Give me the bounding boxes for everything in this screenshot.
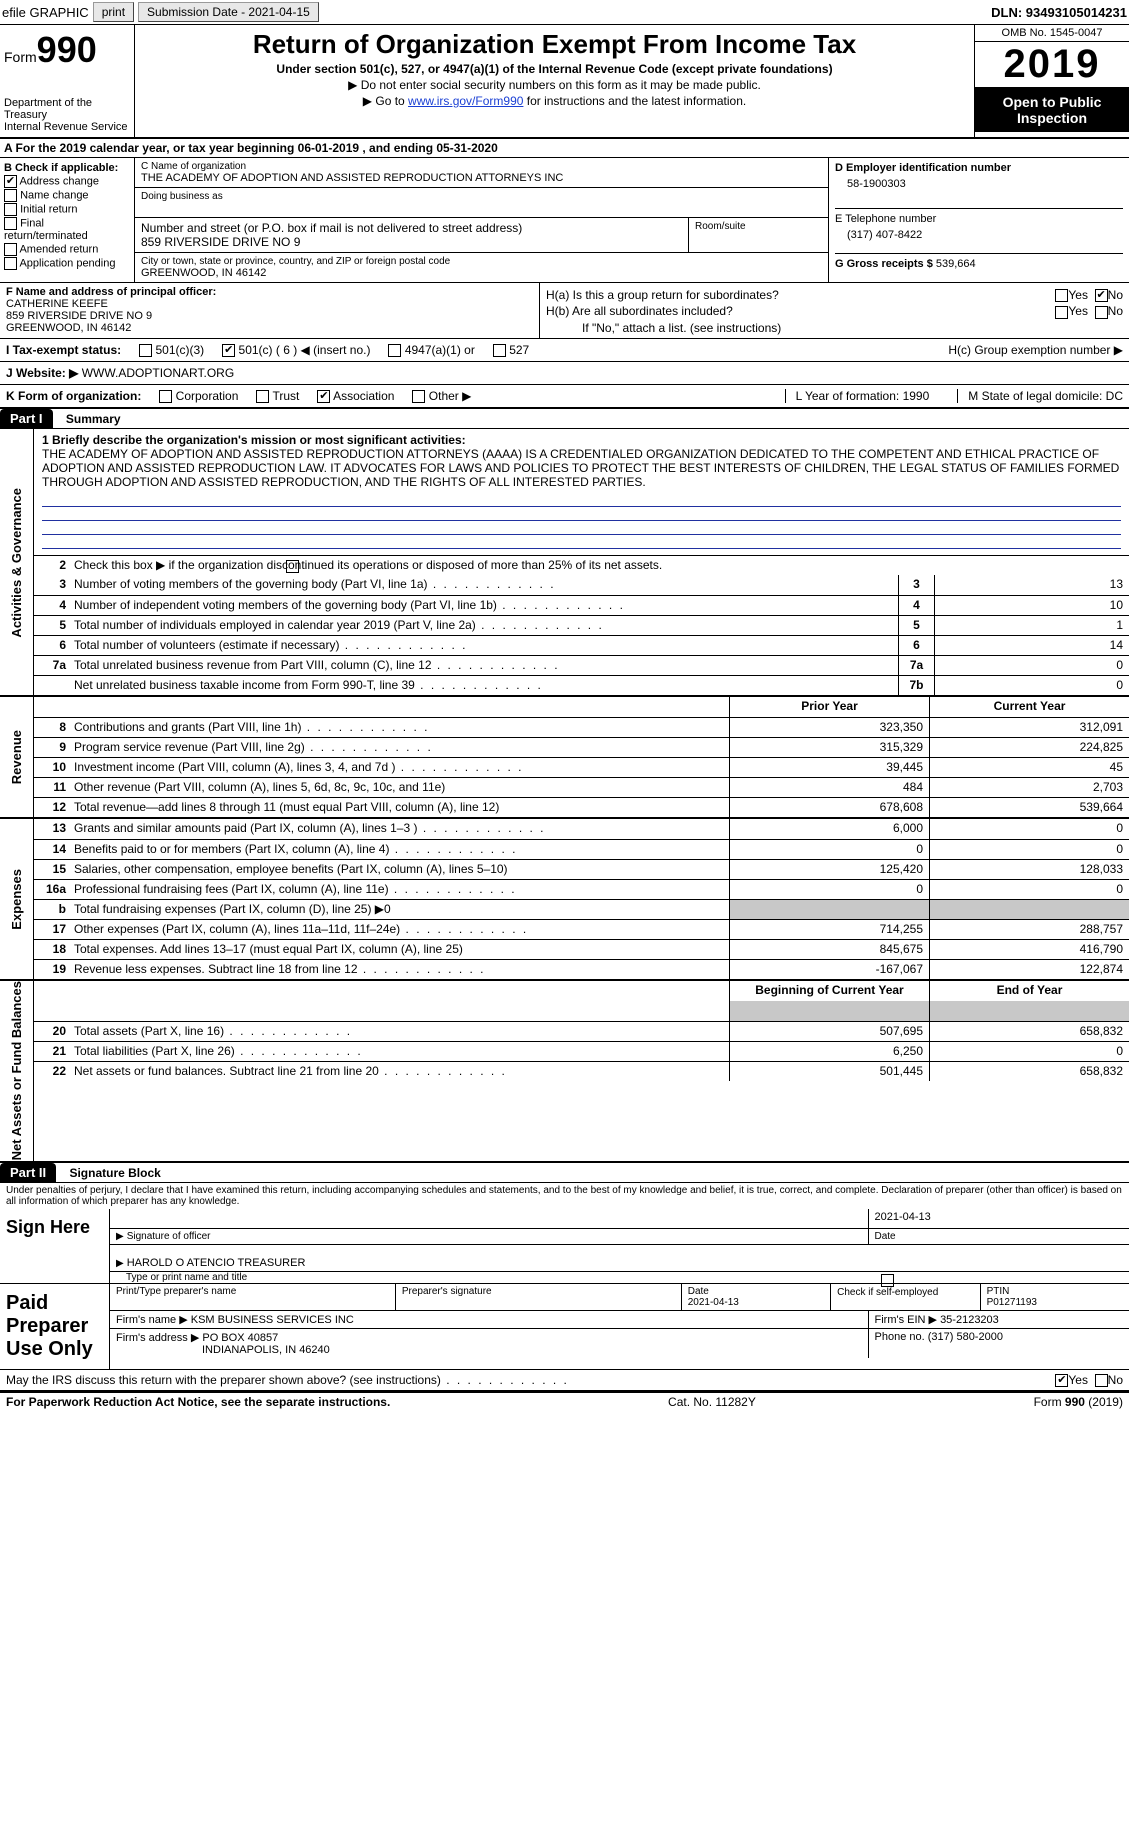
box-h: H(a) Is this a group return for subordin…: [540, 283, 1129, 338]
cat-no: Cat. No. 11282Y: [668, 1395, 756, 1409]
chk-trust[interactable]: [256, 390, 269, 403]
chk-ha-yes[interactable]: [1055, 289, 1068, 302]
chk-discuss-yes[interactable]: [1055, 1374, 1068, 1387]
sign-here-label: Sign Here: [0, 1209, 110, 1283]
firm-addr1: PO BOX 40857: [202, 1332, 278, 1344]
chk-discuss-no[interactable]: [1095, 1374, 1108, 1387]
chk-discontinued[interactable]: [286, 560, 299, 573]
discuss-question: May the IRS discuss this return with the…: [6, 1373, 569, 1387]
p8: 323,350: [729, 718, 929, 737]
v4: 10: [934, 596, 1129, 615]
dln-label: DLN: 93493105014231: [991, 5, 1127, 20]
org-name: THE ACADEMY OF ADOPTION AND ASSISTED REP…: [141, 172, 822, 184]
chk-final[interactable]: [4, 217, 17, 230]
chk-527[interactable]: [493, 344, 506, 357]
box-b: B Check if applicable: Address change Na…: [0, 158, 135, 282]
ein: 58-1900303: [835, 178, 1123, 190]
officer-name-title: HAROLD O ATENCIO TREASURER: [127, 1257, 306, 1269]
v5: 1: [934, 616, 1129, 635]
ssn-note: ▶ Do not enter social security numbers o…: [141, 78, 968, 92]
chk-501c[interactable]: [222, 344, 235, 357]
omb-number: OMB No. 1545-0047: [975, 25, 1129, 42]
form-number: Form990: [4, 29, 130, 71]
chk-hb-yes[interactable]: [1055, 306, 1068, 319]
paperwork-notice: For Paperwork Reduction Act Notice, see …: [6, 1395, 390, 1409]
form-title: Return of Organization Exempt From Incom…: [141, 29, 968, 60]
part-i-header: Part I: [0, 409, 53, 428]
vlabel-governance: Activities & Governance: [0, 429, 34, 695]
vlabel-netassets: Net Assets or Fund Balances: [0, 981, 34, 1160]
chk-app-pending[interactable]: [4, 257, 17, 270]
tax-status-label: I Tax-exempt status:: [6, 343, 121, 357]
row-a-taxyear: A For the 2019 calendar year, or tax yea…: [0, 139, 1129, 158]
paid-preparer-label: Paid Preparer Use Only: [0, 1284, 110, 1369]
form-ref: Form 990 (2019): [1034, 1395, 1123, 1409]
v7b: 0: [934, 676, 1129, 695]
chk-hb-no[interactable]: [1095, 306, 1108, 319]
chk-initial[interactable]: [4, 203, 17, 216]
open-inspection: Open to Public Inspection: [975, 88, 1129, 132]
form-header: Form990 Department of the Treasury Inter…: [0, 25, 1129, 139]
tax-year: 2019: [975, 42, 1129, 88]
submission-date: Submission Date - 2021-04-15: [138, 2, 319, 22]
form-subtitle: Under section 501(c), 527, or 4947(a)(1)…: [141, 62, 968, 76]
chk-other[interactable]: [412, 390, 425, 403]
line-1-label: 1 Briefly describe the organization's mi…: [42, 433, 466, 447]
efile-label: efile GRAPHIC: [2, 5, 89, 20]
gross-receipts: 539,664: [936, 258, 976, 270]
group-exemption: H(c) Group exemption number ▶: [948, 343, 1123, 357]
box-f: F Name and address of principal officer:…: [0, 283, 540, 338]
prep-date: 2021-04-13: [688, 1297, 739, 1308]
chk-4947[interactable]: [388, 344, 401, 357]
v7a: 0: [934, 656, 1129, 675]
mission-text: THE ACADEMY OF ADOPTION AND ASSISTED REP…: [42, 447, 1119, 489]
chk-name-change[interactable]: [4, 189, 17, 202]
box-deg: D Employer identification number 58-1900…: [829, 158, 1129, 282]
box-c: C Name of organization THE ACADEMY OF AD…: [135, 158, 829, 282]
chk-self-emp[interactable]: [881, 1274, 894, 1287]
c8: 312,091: [929, 718, 1129, 737]
vlabel-expenses: Expenses: [0, 819, 34, 979]
org-street: 859 RIVERSIDE DRIVE NO 9: [141, 235, 682, 249]
penalty-statement: Under penalties of perjury, I declare th…: [0, 1183, 1129, 1209]
v3: 13: [934, 575, 1129, 595]
chk-ha-no[interactable]: [1095, 289, 1108, 302]
chk-501c3[interactable]: [139, 344, 152, 357]
chk-assoc[interactable]: [317, 390, 330, 403]
org-city: GREENWOOD, IN 46142: [141, 267, 822, 279]
ptin: P01271193: [987, 1297, 1037, 1308]
part-ii-header: Part II: [0, 1163, 56, 1182]
state-domicile: M State of legal domicile: DC: [957, 389, 1123, 403]
website-note: ▶ Go to www.irs.gov/Form990 for instruct…: [141, 94, 968, 108]
top-bar: efile GRAPHIC print Submission Date - 20…: [0, 0, 1129, 25]
v6: 14: [934, 636, 1129, 655]
vlabel-revenue: Revenue: [0, 697, 34, 817]
sig-date: 2021-04-13: [869, 1209, 1129, 1228]
chk-corp[interactable]: [159, 390, 172, 403]
year-formation: L Year of formation: 1990: [785, 389, 940, 403]
website-url: WWW.ADOPTIONART.ORG: [82, 366, 234, 380]
firm-phone: (317) 580-2000: [928, 1331, 1003, 1343]
officer-name: CATHERINE KEEFE: [6, 298, 533, 310]
dept-treasury: Department of the Treasury Internal Reve…: [4, 97, 130, 133]
print-button[interactable]: print: [93, 2, 134, 22]
firm-ein: 35-2123203: [940, 1314, 999, 1326]
irs-link[interactable]: www.irs.gov/Form990: [408, 94, 523, 108]
phone: (317) 407-8422: [835, 229, 1123, 241]
chk-addr-change[interactable]: [4, 175, 17, 188]
firm-name: KSM BUSINESS SERVICES INC: [191, 1314, 354, 1326]
chk-amended[interactable]: [4, 243, 17, 256]
